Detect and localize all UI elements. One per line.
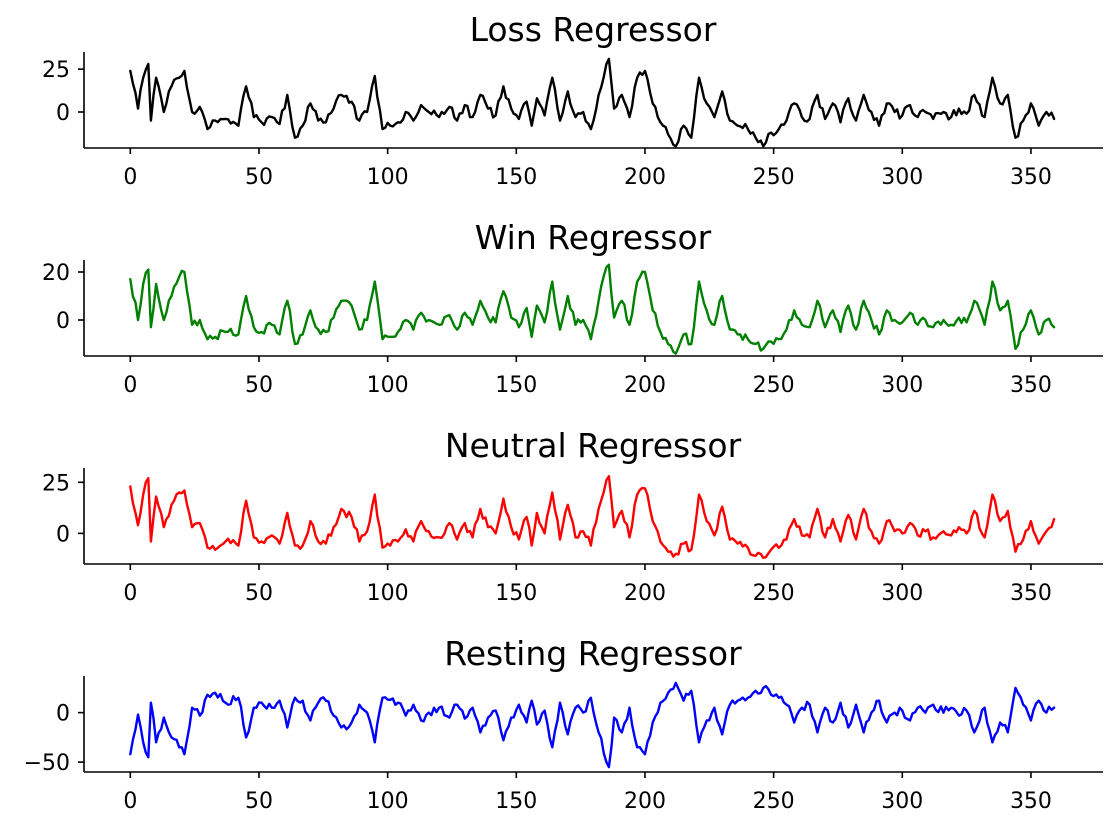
x-tick-label: 200 — [624, 373, 666, 398]
series-line — [129, 475, 1056, 560]
x-tick-label: 350 — [1010, 581, 1052, 606]
x-tick-label: 0 — [123, 581, 137, 606]
plot-area: 0 50 100 150 200 250 300 350 −50 0 — [24, 676, 1103, 814]
y-tick-label: 20 — [42, 261, 70, 286]
panel-title: Loss Regressor — [470, 10, 717, 49]
x-tick-label: 300 — [881, 789, 923, 814]
y-tick-label: −50 — [24, 751, 70, 776]
x-tick-label: 350 — [1010, 373, 1052, 398]
panel-title: Neutral Regressor — [445, 426, 742, 465]
x-tick-label: 100 — [367, 789, 409, 814]
x-tick-label: 200 — [624, 165, 666, 190]
plot-area: 0 50 100 150 200 250 300 350 0 20 — [42, 260, 1103, 398]
x-tick-label: 50 — [245, 165, 273, 190]
x-tick-label: 100 — [367, 373, 409, 398]
y-tick-label: 0 — [56, 522, 70, 547]
x-tick-label: 300 — [881, 165, 923, 190]
x-tick-label: 50 — [245, 373, 273, 398]
panel-title: Win Regressor — [475, 218, 712, 257]
x-tick-label: 200 — [624, 789, 666, 814]
x-tick-label: 350 — [1010, 165, 1052, 190]
x-tick-label: 150 — [495, 581, 537, 606]
x-tick-label: 250 — [753, 789, 795, 814]
panel-title: Resting Regressor — [444, 634, 742, 673]
x-tick-label: 0 — [123, 373, 137, 398]
plot-area: 0 50 100 150 200 250 300 350 0 25 — [42, 52, 1103, 190]
x-tick-label: 250 — [753, 373, 795, 398]
y-tick-label: 0 — [56, 309, 70, 334]
x-tick-label: 150 — [495, 373, 537, 398]
series-line — [129, 681, 1056, 769]
x-tick-label: 50 — [245, 789, 273, 814]
x-tick-label: 250 — [753, 165, 795, 190]
panel-resting-regressor: Resting Regressor 0 50 100 150 200 250 300 350 −… — [24, 634, 1103, 814]
x-tick-label: 250 — [753, 581, 795, 606]
panel-neutral-regressor: Neutral Regressor 0 50 100 150 200 250 300 3500… — [42, 426, 1103, 606]
x-tick-label: 200 — [624, 581, 666, 606]
x-tick-label: 300 — [881, 581, 923, 606]
series-line — [129, 57, 1056, 148]
x-tick-label: 300 — [881, 373, 923, 398]
x-tick-label: 100 — [367, 165, 409, 190]
y-tick-label: 0 — [56, 101, 70, 126]
x-tick-label: 50 — [245, 581, 273, 606]
x-tick-label: 100 — [367, 581, 409, 606]
y-tick-label: 25 — [42, 471, 70, 496]
y-tick-label: 0 — [56, 702, 70, 727]
x-tick-label: 150 — [495, 789, 537, 814]
plot-area: 0 50 100 150 200 250 300 350 0 25 — [42, 468, 1103, 606]
x-tick-label: 350 — [1010, 789, 1052, 814]
y-tick-label: 25 — [42, 58, 70, 83]
panel-loss-regressor: Loss Regressor 0 50 100 150 200 250 300 350 0 25 — [42, 10, 1103, 190]
x-tick-label: 0 — [123, 165, 137, 190]
panel-win-regressor: Win Regressor 0 50 100 150 200 250 300 350 0 20 — [42, 218, 1103, 398]
x-tick-label: 150 — [495, 165, 537, 190]
x-tick-label: 0 — [123, 789, 137, 814]
series-line — [129, 263, 1056, 355]
